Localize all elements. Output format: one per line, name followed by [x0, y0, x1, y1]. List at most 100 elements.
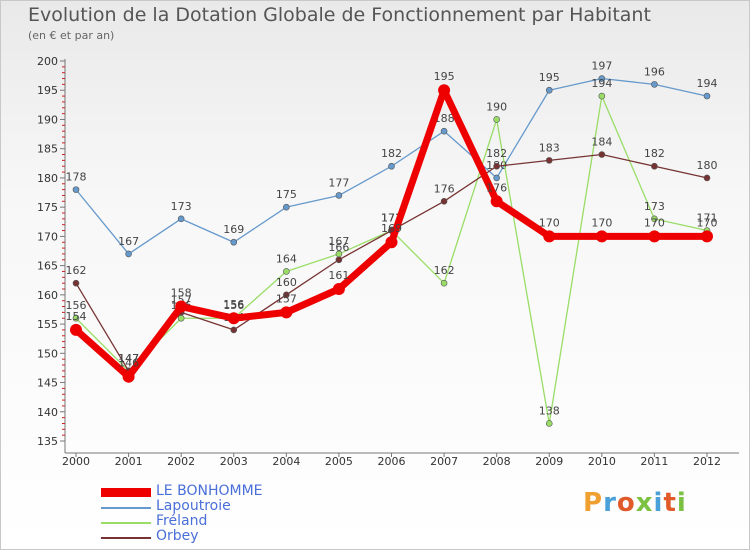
data-point — [280, 306, 293, 319]
x-tick-label: 2009 — [535, 455, 563, 468]
data-label: 182 — [644, 147, 665, 160]
data-label: 170 — [644, 216, 665, 229]
data-label: 170 — [591, 216, 612, 229]
data-point — [72, 186, 80, 193]
legend-swatch — [101, 522, 151, 524]
chart-subtitle: (en € et par an) — [28, 29, 115, 42]
data-label: 194 — [591, 77, 612, 90]
data-label: 195 — [539, 71, 560, 84]
data-label: 177 — [328, 176, 349, 189]
x-tick-label: 2012 — [693, 455, 721, 468]
legend-swatch — [101, 488, 151, 497]
data-point — [545, 420, 553, 427]
y-tick-label: 170 — [37, 230, 58, 243]
data-point — [70, 323, 82, 336]
data-point — [72, 279, 80, 287]
data-point — [335, 256, 343, 264]
logo-letter: P — [583, 488, 604, 518]
logo-letter: r — [603, 488, 617, 518]
data-point — [122, 370, 135, 383]
data-point — [440, 279, 448, 287]
y-tick-label: 145 — [37, 377, 58, 390]
y-tick-label: 180 — [37, 172, 58, 185]
data-point — [493, 162, 500, 170]
data-label: 182 — [486, 147, 507, 160]
legend-swatch — [101, 537, 151, 539]
data-point — [388, 162, 395, 170]
x-tick-label: 2010 — [588, 455, 616, 468]
data-point — [598, 92, 606, 100]
data-label: 173 — [171, 200, 192, 213]
line-chart: 135 140 145 150 155 160 165 170 175 180 185 190 195 2… — [37, 55, 739, 468]
data-point — [701, 230, 713, 243]
series-line-fréland — [75, 95, 708, 425]
data-point — [175, 300, 188, 313]
legend-label: Fréland — [156, 513, 208, 529]
data-label: 176 — [486, 181, 507, 194]
legend-label: LE BONHOMME — [156, 483, 263, 499]
data-point — [703, 174, 711, 182]
data-point — [283, 268, 290, 275]
data-label: 156 — [223, 298, 244, 311]
data-point — [332, 283, 345, 295]
chart-title: Evolution de la Dotation Globale de Fonc… — [28, 4, 651, 26]
data-point — [283, 291, 290, 299]
data-point — [72, 314, 80, 322]
data-label: 170 — [697, 216, 718, 229]
legend-swatch — [101, 507, 151, 509]
data-label: 197 — [591, 60, 612, 73]
data-point — [230, 326, 238, 334]
data-point — [598, 151, 606, 158]
data-label: 182 — [381, 147, 402, 160]
x-tick-label: 2002 — [167, 455, 195, 468]
data-point — [651, 215, 658, 223]
proxiti-logo: Proxiti — [583, 488, 687, 518]
data-label: 157 — [171, 293, 192, 306]
data-label: 154 — [66, 310, 87, 323]
x-tick-label: 2007 — [430, 455, 458, 468]
data-label: 183 — [539, 141, 560, 154]
data-label: 164 — [276, 252, 297, 265]
logo-letter: i — [676, 488, 687, 518]
data-label: 190 — [486, 100, 507, 113]
data-label: 180 — [697, 159, 718, 172]
data-point — [125, 250, 132, 258]
data-point — [283, 203, 290, 211]
data-point — [648, 230, 661, 243]
data-label: 156 — [66, 299, 87, 312]
x-tick-label: 2003 — [220, 455, 248, 468]
data-label: 158 — [171, 287, 192, 300]
y-tick-label: 155 — [37, 318, 58, 331]
data-point — [490, 195, 503, 208]
x-tick-label: 2006 — [378, 455, 406, 468]
legend-label: Lapoutroie — [156, 498, 231, 514]
data-label: 196 — [644, 65, 665, 78]
y-tick-label: 195 — [37, 84, 58, 97]
data-label: 167 — [118, 235, 139, 248]
data-label: 176 — [434, 182, 455, 195]
y-tick-label: 135 — [37, 435, 58, 448]
series-line-orbey — [75, 153, 708, 372]
data-label: 156 — [223, 299, 244, 312]
data-label: 161 — [328, 269, 349, 282]
data-label: 160 — [276, 276, 297, 289]
data-label: 170 — [539, 216, 560, 229]
x-tick-label: 2005 — [325, 455, 353, 468]
data-point — [651, 81, 658, 88]
y-tick-label: 190 — [37, 113, 58, 126]
data-point — [545, 86, 553, 94]
data-point — [230, 238, 238, 246]
data-label: 169 — [223, 223, 244, 236]
logo-letter: t — [663, 488, 677, 518]
data-point — [543, 230, 556, 243]
x-tick-label: 2011 — [640, 455, 668, 468]
data-label: 175 — [276, 188, 297, 201]
data-label: 147 — [118, 352, 139, 365]
x-tick-label: 2000 — [62, 455, 90, 468]
y-tick-label: 165 — [37, 260, 58, 273]
legend-label: Orbey — [156, 528, 199, 544]
data-point — [385, 236, 398, 249]
data-point — [227, 312, 240, 325]
data-label: 184 — [591, 136, 612, 149]
